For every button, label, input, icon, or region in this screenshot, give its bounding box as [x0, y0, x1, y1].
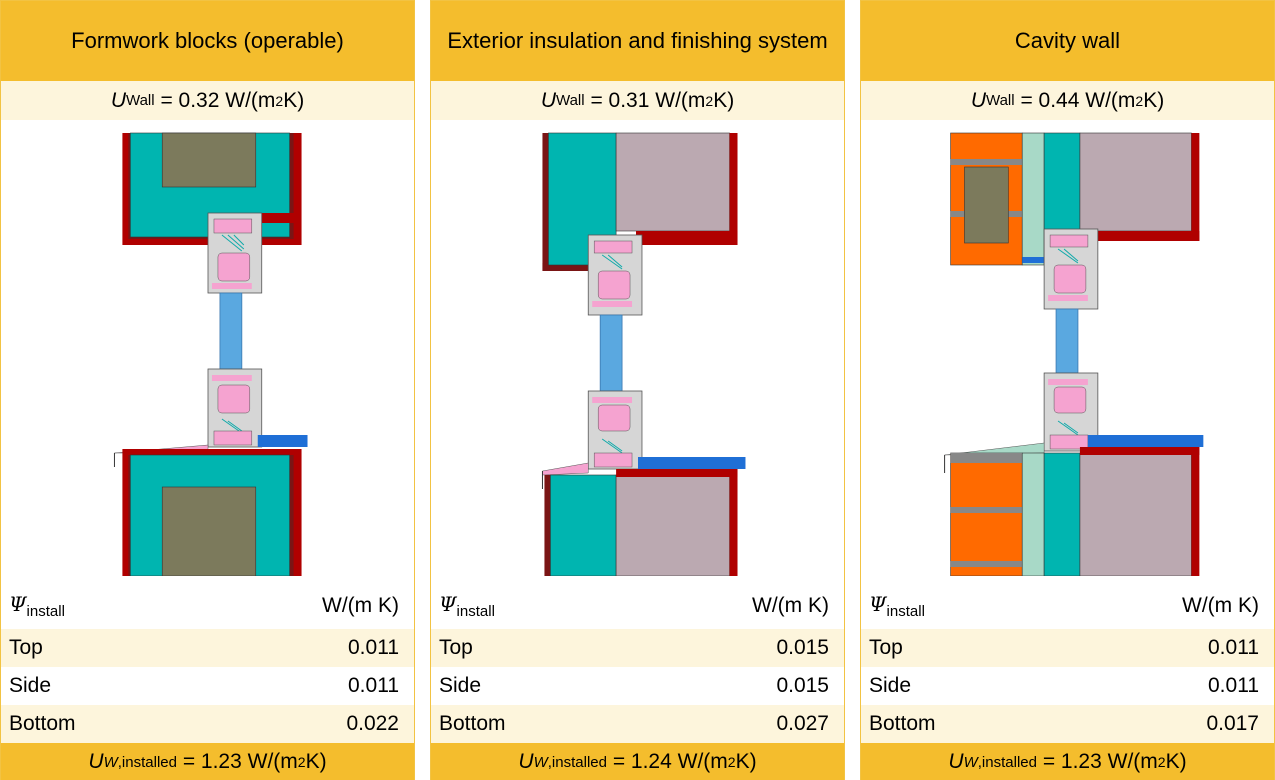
table-row: Top 0.011 [1, 629, 414, 667]
installation-section-diagram [431, 123, 844, 576]
panel-title: Formwork blocks (operable) [1, 1, 414, 81]
psi-unit: W/(m K) [752, 594, 829, 617]
panel-title: Cavity wall [861, 1, 1274, 81]
window-sill [257, 435, 308, 447]
glazing [599, 314, 623, 392]
window-sill [637, 457, 746, 469]
window-frame-top [587, 234, 643, 316]
panel-eifs: Exterior insulation and finishing system… [430, 0, 845, 780]
psi-header-row: Ψinstall W/(m K) [1, 587, 414, 625]
window-frame-bottom [587, 390, 643, 470]
window-frame-top [1043, 228, 1099, 310]
psi-header-row: Ψinstall W/(m K) [431, 587, 844, 625]
window-frame-top [207, 212, 263, 294]
panel-cavity-wall: Cavity wall U Wall = 0.44 W/(m 2 K) [860, 0, 1275, 780]
installation-section-diagram [1, 123, 414, 576]
installation-section-diagram [861, 123, 1274, 576]
window-frame-bottom [207, 368, 263, 448]
psi-header-row: Ψinstall W/(m K) [861, 587, 1274, 625]
table-row: Top 0.015 [431, 629, 844, 667]
bottom-wall-section [122, 449, 302, 576]
u-installed-value: U W,installed = 1.23 W/(m 2 K) [1, 743, 414, 780]
top-wall-section [542, 132, 738, 271]
window-sill [1087, 435, 1204, 447]
table-row: Side 0.015 [431, 667, 844, 705]
u-installed-value: U W,installed = 1.24 W/(m 2 K) [431, 743, 844, 780]
table-row: Side 0.011 [1, 667, 414, 705]
bottom-wall-section [950, 447, 1200, 576]
table-row: Bottom 0.017 [861, 705, 1274, 743]
psi-unit: W/(m K) [322, 594, 399, 617]
table-row: Bottom 0.027 [431, 705, 844, 743]
u-wall-value: U Wall = 0.32 W/(m 2 K) [1, 81, 414, 120]
panel-formwork-blocks: Formwork blocks (operable) U Wall = 0.32 … [0, 0, 415, 780]
psi-unit: W/(m K) [1182, 594, 1259, 617]
top-wall-section [122, 132, 302, 245]
u-installed-value: U W,installed = 1.23 W/(m 2 K) [861, 743, 1274, 780]
u-wall-value: U Wall = 0.44 W/(m 2 K) [861, 81, 1274, 120]
table-row: Side 0.011 [861, 667, 1274, 705]
panel-title: Exterior insulation and finishing system [431, 1, 844, 81]
table-row: Bottom 0.022 [1, 705, 414, 743]
table-row: Top 0.011 [861, 629, 1274, 667]
glazing [219, 292, 243, 370]
bottom-wall-section [544, 469, 738, 576]
u-wall-value: U Wall = 0.31 W/(m 2 K) [431, 81, 844, 120]
window-frame-bottom [1043, 372, 1099, 452]
glazing [1055, 308, 1079, 374]
